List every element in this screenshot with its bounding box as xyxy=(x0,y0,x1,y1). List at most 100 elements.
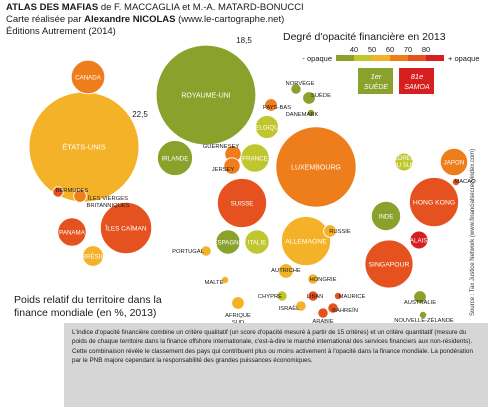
legend-tick-80: 80 xyxy=(422,45,430,54)
bubble-chypre xyxy=(276,290,288,302)
map-author: Alexandre NICOLAS xyxy=(84,14,176,25)
legend-swatch-2 xyxy=(372,55,390,61)
label-maurice: MAURICE xyxy=(339,294,366,300)
label-macao: MACAO xyxy=(454,179,476,185)
label-panama: PANAMA xyxy=(59,230,86,237)
label-iles-caiman: ÎLES CAÏMAN xyxy=(104,224,146,233)
legend-tick-60: 60 xyxy=(386,45,394,54)
label-portugal: PORTUGAL xyxy=(172,249,205,255)
label-france: FRANCE xyxy=(242,156,267,163)
bubble-espagne xyxy=(215,229,241,255)
label-arabie-saoudite: ARABIE xyxy=(312,319,333,325)
legend-less-opaque: - opaque xyxy=(302,54,332,63)
bubble-singapour xyxy=(364,239,414,289)
label-chypre: CHYPRE xyxy=(258,294,282,300)
bubble-bahrein xyxy=(327,302,339,314)
bubble-jersey xyxy=(223,157,241,175)
bubble-danemark xyxy=(306,108,316,118)
label-pays-bas: PAYS-BAS xyxy=(263,105,291,111)
label-hongrie: HONGRIE xyxy=(309,277,336,283)
weight-label-royaume-uni: 18,5 xyxy=(236,36,252,45)
header-line-1: ATLAS DES MAFIAS de F. MACCAGLIA et M.-A… xyxy=(6,2,336,14)
bubble-malte xyxy=(220,275,230,285)
bubble-norvege xyxy=(290,83,302,95)
label-bahrein: BAHREÏN xyxy=(332,307,358,314)
label-israel: ISRAËL xyxy=(279,305,300,312)
legend-swatch-0 xyxy=(336,55,354,61)
weight-label-etats-unis: 22,5 xyxy=(132,110,148,119)
source-text: Source : Tax Justice Network (www.financ… xyxy=(470,148,476,316)
bubble-belgique xyxy=(254,114,280,140)
bubble-afrique-du-sud xyxy=(231,296,245,310)
bubble-israel xyxy=(295,300,307,312)
bubble-map: CANADA ÉTATS-UNIS 22,5 ROYAUME-UNI 18,5 NORVÈ… xyxy=(28,36,480,325)
bubble-luxembourg xyxy=(275,126,357,208)
label-luxembourg: LUXEMBOURG xyxy=(291,165,341,172)
label-japon: JAPON xyxy=(444,160,465,167)
label-iles-vierges-britanniques-2: BRITANNIQUES xyxy=(86,203,129,209)
label-coree-du-sud-2: DU SUD xyxy=(392,163,416,169)
bubble-malaisie xyxy=(409,230,429,250)
bubble-suisse xyxy=(216,177,268,229)
label-australie: AUSTRALIE xyxy=(404,300,436,306)
label-liban: LIBAN xyxy=(307,294,324,300)
bubble-irlande xyxy=(156,139,194,177)
label-autriche: AUTRICHE xyxy=(271,268,301,274)
label-bresil: BRÉSIL xyxy=(82,254,105,261)
bubble-italie xyxy=(244,229,270,255)
bubble-bermudes xyxy=(52,186,64,198)
first-rank-country: SUÈDE xyxy=(364,82,388,91)
first-rank-label: 1er xyxy=(371,72,382,81)
bubble-japon xyxy=(439,147,469,177)
atlas-authors: de F. MACCAGLIA et M.-A. MATARD-BONUCCI xyxy=(98,2,304,13)
bubble-hong-kong xyxy=(408,176,460,228)
legend-tick-50: 50 xyxy=(368,45,376,54)
legend-more-opaque: + opaque xyxy=(448,54,480,63)
label-allemagne: ALLEMAGNE xyxy=(285,239,327,246)
label-italie: ITALIE xyxy=(248,240,266,247)
bubble-allemagne xyxy=(280,215,332,267)
label-inde: INDE xyxy=(379,214,394,221)
label-malte: MALTE xyxy=(205,280,224,286)
bubble-bresil xyxy=(82,245,104,267)
label-iles-vierges-britanniques: ÎLES VIERGES xyxy=(87,195,128,202)
map-credit-prefix: Carte réalisée par xyxy=(6,14,85,25)
legend-tick-40: 40 xyxy=(350,45,358,54)
opacity-legend-title: Degré d'opacité financière en 2013 xyxy=(283,31,446,43)
label-danemark: DANEMARK xyxy=(286,112,319,118)
label-afrique-du-sud: AFRIQUE xyxy=(225,313,251,319)
label-bermudes: BERMUDES xyxy=(56,188,89,194)
label-malaisie: MALAISIE xyxy=(405,238,434,245)
last-rank-label: 81e xyxy=(411,72,424,81)
header-line-2: Carte réalisée par Alexandre NICOLAS (ww… xyxy=(6,14,336,26)
bubble-hongrie xyxy=(307,273,319,285)
bubble-iles-caiman xyxy=(99,201,153,255)
label-canada: CANADA xyxy=(75,75,102,82)
bubble-canada xyxy=(70,59,106,95)
map-author-site: (www.le-cartographe.net) xyxy=(175,14,285,25)
bubble-suede xyxy=(302,91,316,105)
label-suede: SUÈDE xyxy=(311,92,331,99)
bubble-panama xyxy=(57,217,87,247)
bubble-iles-vierges-britanniques xyxy=(73,189,87,203)
bubble-coree-du-sud xyxy=(394,152,414,172)
bubble-liban xyxy=(307,290,319,302)
atlas-title: ATLAS DES MAFIAS xyxy=(6,2,99,13)
bubble-maurice xyxy=(333,291,343,301)
label-etats-unis: ÉTATS-UNIS xyxy=(62,143,105,152)
legend-swatch-5 xyxy=(426,55,444,61)
label-guernesey: GUERNESEY xyxy=(203,144,240,150)
last-rank-box xyxy=(399,68,434,94)
bubble-australie xyxy=(413,290,427,304)
bubble-royaume-uni xyxy=(155,44,257,146)
label-afrique-du-sud-2: SUD xyxy=(232,320,244,325)
label-hong-kong: HONG KONG xyxy=(413,200,455,207)
legend-swatch-4 xyxy=(408,55,426,61)
header-line-3: Éditions Autrement (2014) xyxy=(6,26,116,37)
bubble-nouvelle-zelande xyxy=(418,310,428,320)
label-nouvelle-zelande: NOUVELLE-ZÉLANDE xyxy=(394,317,454,324)
bubble-inde xyxy=(370,200,402,232)
map-header: ATLAS DES MAFIAS de F. MACCAGLIA et M.-A… xyxy=(6,2,336,38)
method-note: L'indice d'opacité financière combine un… xyxy=(64,323,488,407)
label-coree-du-sud: CORÉE xyxy=(393,155,414,162)
